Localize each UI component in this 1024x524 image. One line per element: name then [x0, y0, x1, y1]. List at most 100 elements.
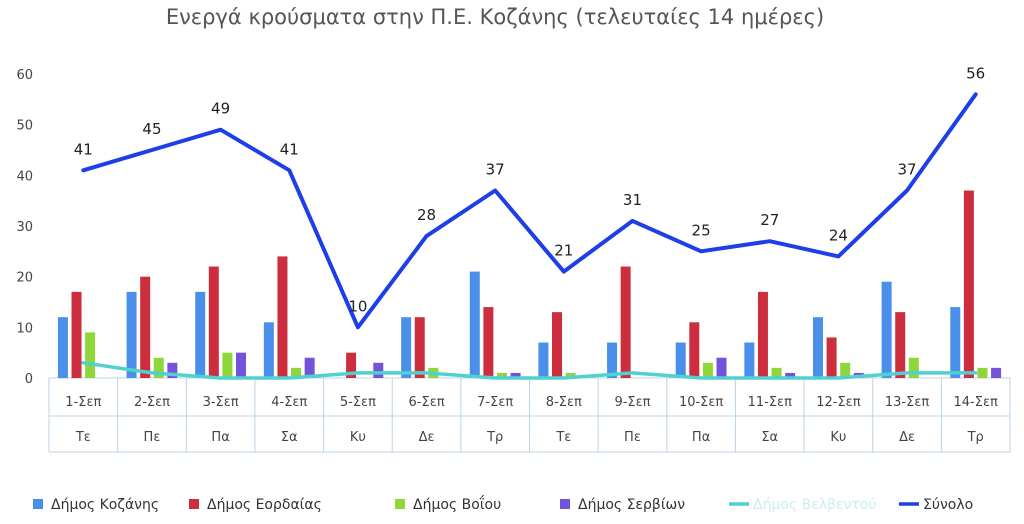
bar-Δήμος-Βοΐου — [496, 372, 507, 378]
x-tick-date: 7-Σεπ — [477, 395, 513, 410]
bar-Δήμος-Εορδαίας — [483, 307, 494, 378]
chart-title: Ενεργά κρούσματα στην Π.Ε. Κοζάνης (τελε… — [166, 5, 824, 29]
bar-Δήμος-Σερβίων — [373, 362, 384, 378]
bar-Δήμος-Κοζάνης — [950, 307, 961, 378]
y-tick-label: 20 — [16, 271, 33, 286]
bar-Δήμος-Εορδαίας — [414, 317, 425, 378]
legend: Δήμος Κοζάνης Δήμος Εορδαίας Δήμος Βοΐου Δή… — [33, 495, 973, 513]
bar-Δήμος-Εορδαίας — [277, 256, 288, 378]
x-tick-day: Τε — [555, 430, 571, 445]
legend-swatch — [33, 499, 43, 509]
line-Σύνολο — [81, 92, 978, 330]
bar-Δήμος-Σερβίων — [991, 367, 1002, 378]
bar-Δήμος-Εορδαίας — [140, 276, 151, 378]
x-tick-date: 13-Σεπ — [885, 395, 929, 410]
data-label: 24 — [829, 226, 848, 244]
x-tick-date: 14-Σεπ — [954, 395, 998, 410]
data-label: 37 — [897, 161, 916, 179]
x-tick-date: 5-Σεπ — [340, 395, 376, 410]
x-tick-day: Πε — [144, 430, 161, 445]
legend-label: Σύνολο — [923, 497, 973, 513]
x-tick-day: Κυ — [350, 430, 366, 445]
x-tick-day: Τρ — [967, 430, 984, 445]
data-label: 10 — [348, 297, 367, 315]
bar-Δήμος-Εορδαίας — [620, 266, 631, 378]
bar-Δήμος-Βοΐου — [840, 362, 851, 378]
bar-Δήμος-Σερβίων — [236, 352, 247, 378]
legend-swatch — [560, 499, 570, 509]
data-label: 25 — [692, 221, 711, 239]
x-tick-day: Τρ — [486, 430, 503, 445]
bar-Δήμος-Σερβίων — [510, 372, 521, 378]
bar-Δήμος-Εορδαίας — [826, 337, 837, 378]
legend-swatch — [395, 499, 405, 509]
data-label: 49 — [211, 100, 230, 118]
bar-Δήμος-Εορδαίας — [208, 266, 219, 378]
bar-Δήμος-Εορδαίας — [552, 312, 563, 378]
x-tick-day: Πα — [211, 430, 229, 445]
bar-Δήμος-Κοζάνης — [881, 281, 892, 378]
bar-Δήμος-Σερβίων — [716, 357, 727, 378]
legend-label: Δήμος Βοΐου — [413, 495, 501, 513]
y-tick-label: 10 — [16, 321, 33, 336]
bar-Δήμος-Κοζάνης — [57, 317, 68, 378]
bar-Δήμος-Εορδαίας — [689, 322, 700, 378]
line-Δήμος-Βελβεντού — [81, 361, 978, 380]
bar-Δήμος-Κοζάνης — [607, 342, 618, 378]
x-tick-day: Τε — [75, 430, 91, 445]
x-tick-date: 8-Σεπ — [546, 395, 582, 410]
y-tick-label: 30 — [16, 220, 33, 235]
y-tick-label: 60 — [16, 68, 33, 83]
y-tick-label: 50 — [16, 119, 33, 134]
x-tick-date: 2-Σεπ — [134, 395, 170, 410]
data-labels: 41 45 49 41 10 28 37 21 31 25 27 24 37 56 — [74, 64, 985, 315]
axes: 0 10 20 30 40 50 60 1-Σεπ Τε 2-Σεπ Πε 3-Σεπ Πα 4-Σεπ Σ… — [16, 68, 1011, 453]
x-tick-day: Κυ — [830, 430, 846, 445]
legend-swatch — [189, 499, 199, 509]
bar-Δήμος-Εορδαίας — [346, 352, 357, 378]
lines — [81, 92, 978, 380]
bar-Δήμος-Βοΐου — [291, 367, 302, 378]
bar-Δήμος-Εορδαίας — [757, 291, 768, 378]
x-tick-day: Δε — [899, 430, 915, 445]
legend-label: Δήμος Κοζάνης — [51, 497, 159, 513]
bar-Δήμος-Κοζάνης — [744, 342, 755, 378]
x-tick-date: 9-Σεπ — [614, 395, 650, 410]
x-tick-day: Δε — [419, 430, 435, 445]
legend-label: Δήμος Βελβεντού — [753, 497, 876, 513]
bar-Δήμος-Βοΐου — [977, 367, 988, 378]
x-tick-day: Πα — [692, 430, 710, 445]
bar-Δήμος-Σερβίων — [785, 372, 796, 378]
x-tick-day: Σα — [281, 430, 298, 445]
data-label: 21 — [554, 242, 573, 260]
bar-Δήμος-Σερβίων — [304, 357, 315, 378]
bar-Δήμος-Βοΐου — [153, 357, 164, 378]
x-tick-date: 10-Σεπ — [679, 395, 723, 410]
bar-Δήμος-Βοΐου — [565, 372, 576, 378]
data-label: 56 — [966, 64, 985, 82]
x-tick-date: 12-Σεπ — [816, 395, 860, 410]
bar-Δήμος-Κοζάνης — [401, 317, 412, 378]
bar-Δήμος-Εορδαίας — [71, 291, 82, 378]
data-label: 31 — [623, 191, 642, 209]
data-label: 41 — [74, 140, 93, 158]
x-tick-day: Σα — [761, 430, 778, 445]
bar-Δήμος-Εορδαίας — [895, 312, 906, 378]
bar-Δήμος-Βοΐου — [702, 362, 713, 378]
x-tick-day: Πε — [624, 430, 641, 445]
data-label: 45 — [142, 120, 161, 138]
bar-Δήμος-Κοζάνης — [812, 317, 823, 378]
bar-Δήμος-Βοΐου — [771, 367, 782, 378]
y-tick-label: 0 — [25, 372, 33, 387]
data-label: 37 — [486, 161, 505, 179]
bar-Δήμος-Κοζάνης — [263, 322, 274, 378]
bar-Δήμος-Κοζάνης — [469, 271, 480, 378]
bar-Δήμος-Βοΐου — [908, 357, 919, 378]
x-tick-date: 11-Σεπ — [748, 395, 792, 410]
bar-Δήμος-Βοΐου — [85, 332, 96, 378]
bar-Δήμος-Εορδαίας — [963, 190, 974, 378]
x-tick-date: 1-Σεπ — [65, 395, 101, 410]
bar-Δήμος-Κοζάνης — [195, 291, 206, 378]
data-label: 27 — [760, 211, 779, 229]
bar-Δήμος-Σερβίων — [167, 362, 178, 378]
